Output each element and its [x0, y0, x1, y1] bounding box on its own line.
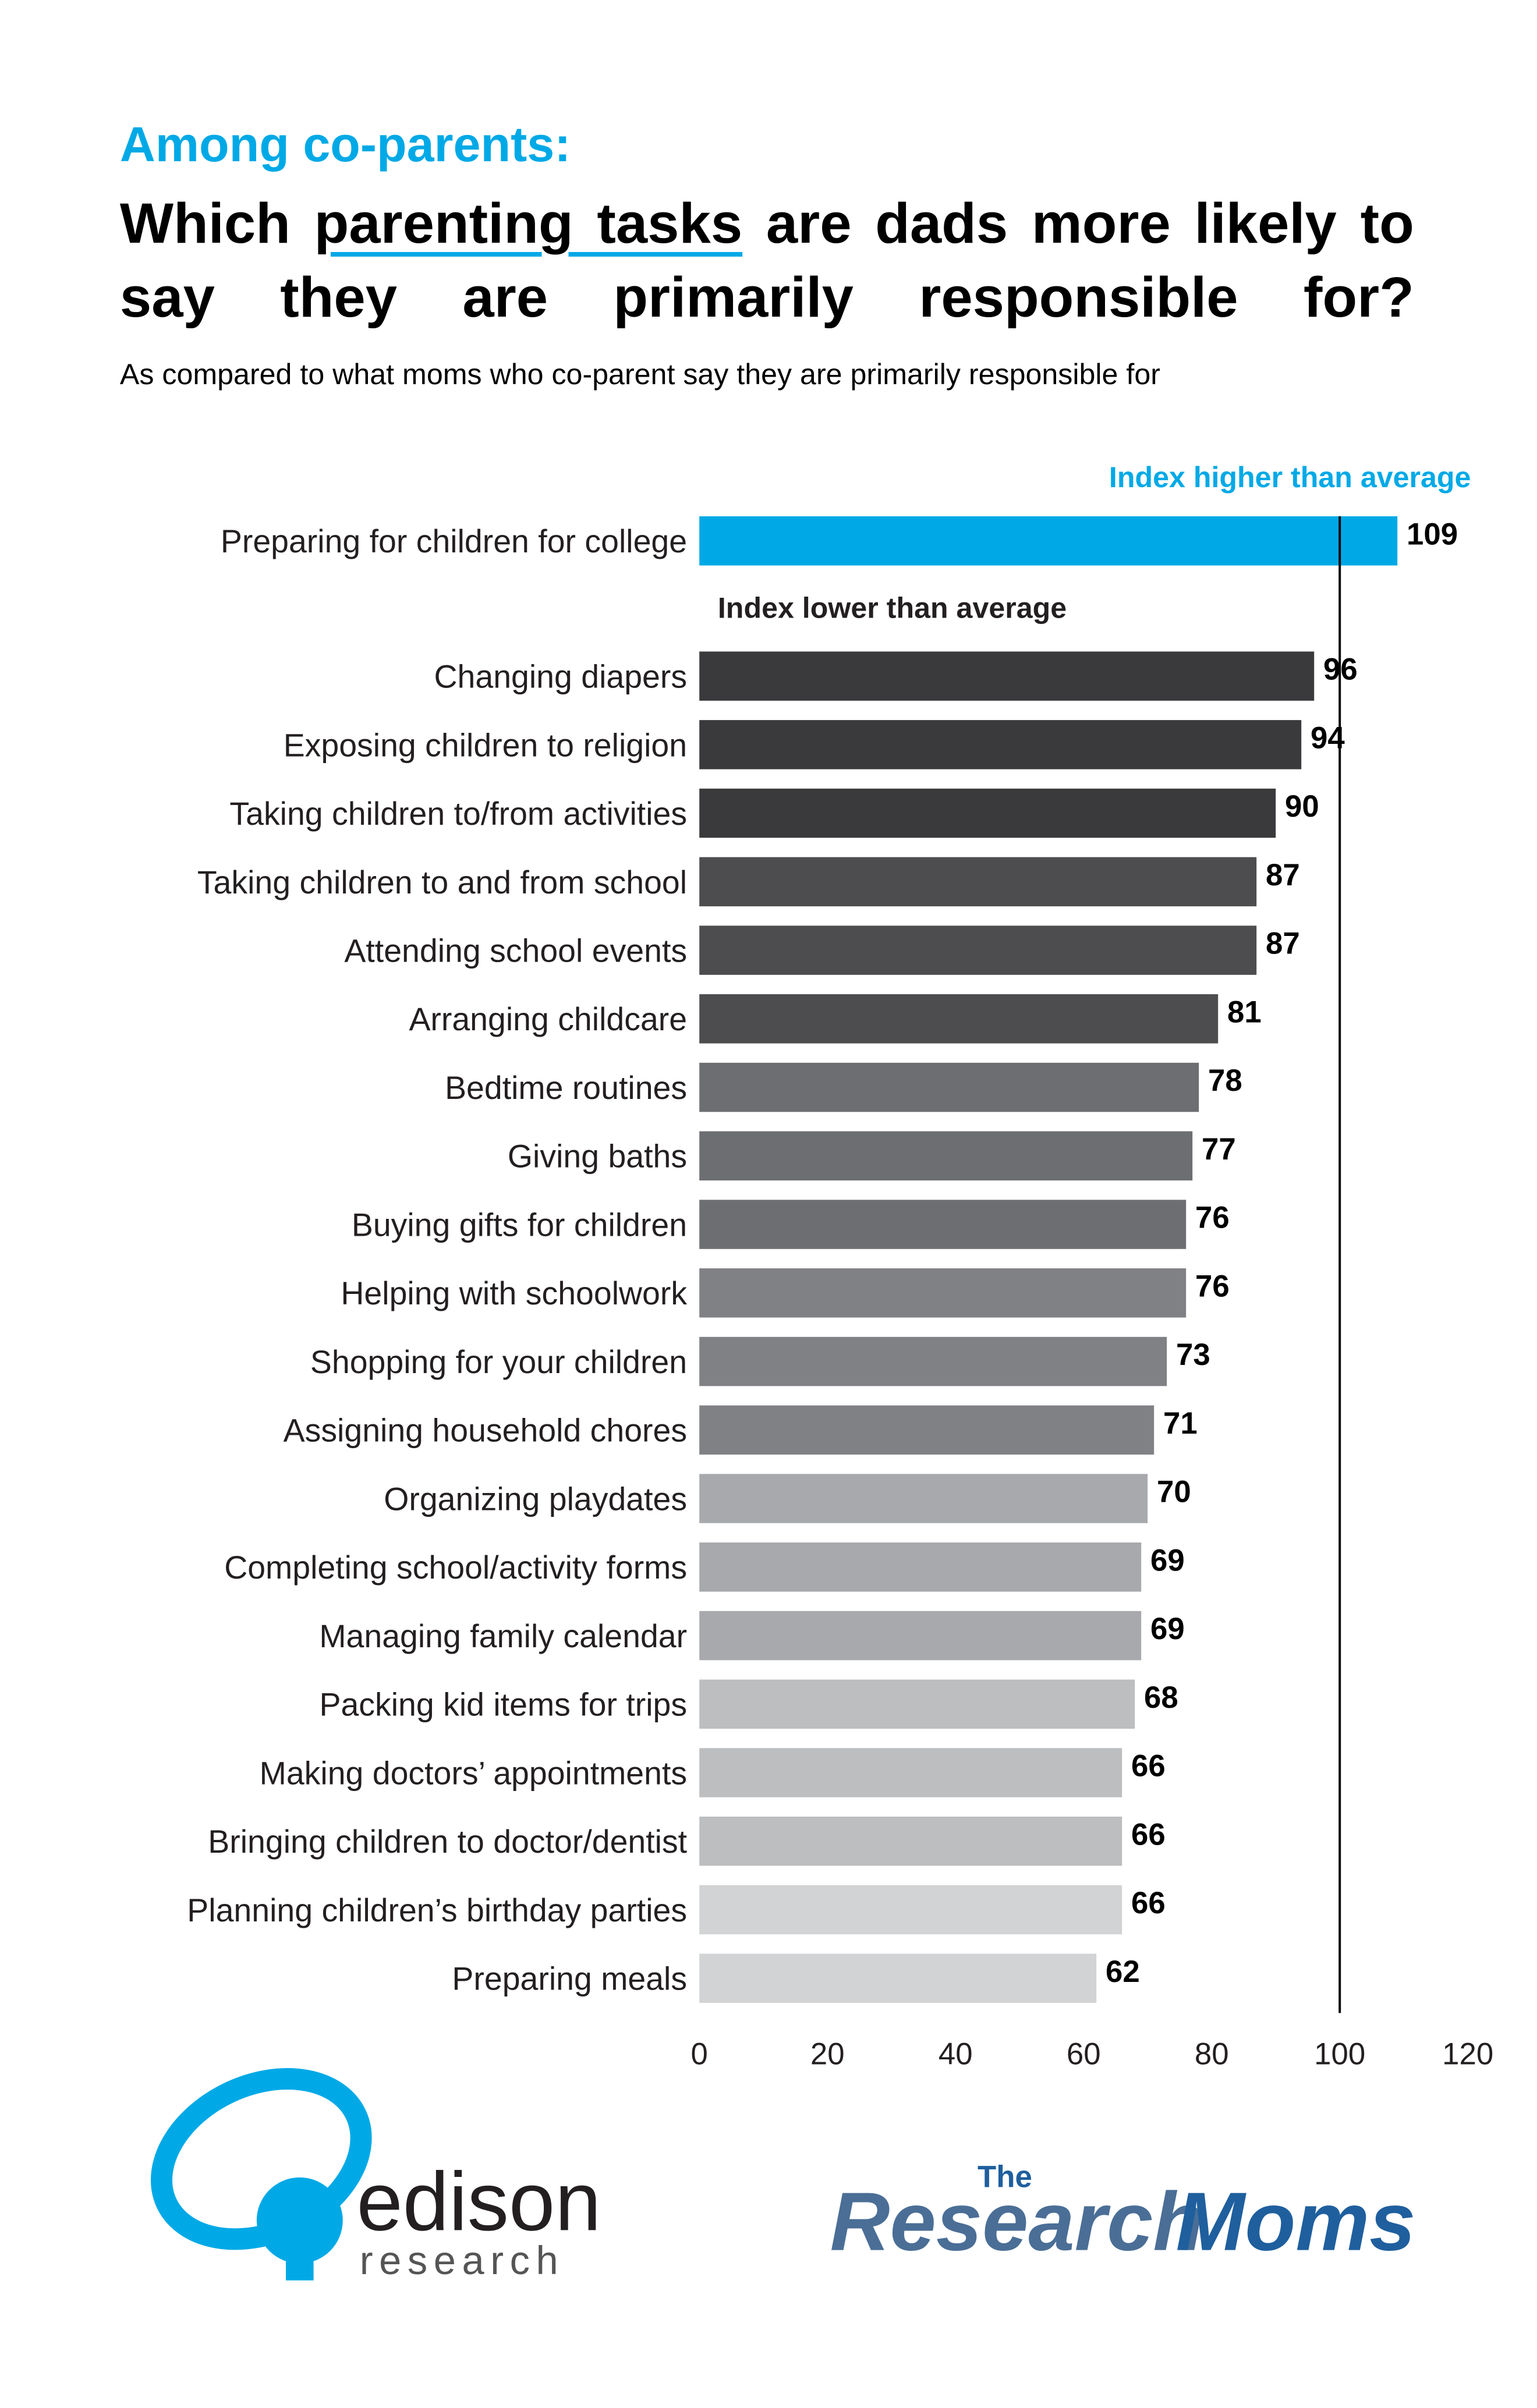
category-label: Giving baths [508, 1139, 687, 1175]
logo-base [286, 2258, 314, 2281]
x-tick-label: 40 [939, 2037, 973, 2071]
bar [699, 1062, 1199, 1112]
logo-bulb [256, 2177, 343, 2264]
annotation-high: Index higher than average [1109, 461, 1471, 494]
value-label: 68 [1144, 1680, 1178, 1715]
category-label: Changing diapers [434, 659, 688, 695]
bar [699, 1405, 1154, 1455]
edison-logo: edison research [151, 2068, 601, 2283]
category-label: Taking children to and from school [197, 864, 687, 900]
category-label: Attending school events [344, 932, 687, 969]
value-label: 73 [1176, 1338, 1210, 1372]
bar [699, 1542, 1142, 1592]
category-label: Shopping for your children [310, 1344, 687, 1380]
title-pre: Which [119, 192, 291, 256]
logo-research: research [360, 2238, 564, 2283]
bar [699, 1679, 1135, 1729]
title-emphasis: parenting tasks [314, 192, 743, 256]
value-label: 69 [1150, 1543, 1185, 1577]
logo-research-text: Research [830, 2176, 1204, 2268]
category-label: Buying gifts for children [352, 1207, 687, 1243]
category-label: Organizing playdates [384, 1481, 687, 1517]
bar [699, 720, 1302, 769]
subtitle: As compared to what moms who co-parent s… [119, 359, 1160, 392]
value-label: 70 [1157, 1475, 1191, 1509]
category-label: Helping with schoolwork [341, 1275, 687, 1311]
value-label: 71 [1163, 1406, 1198, 1441]
value-label: 76 [1195, 1201, 1230, 1235]
bar [699, 1336, 1167, 1386]
category-label: Making doctors’ appointments [260, 1755, 687, 1791]
category-label: Planning children’s birthday parties [187, 1892, 687, 1928]
category-label: Packing kid items for trips [320, 1687, 688, 1723]
x-tick-label: 100 [1314, 2037, 1365, 2071]
title: Which parenting tasks are dads more like… [120, 187, 1414, 335]
category-label: Arranging childcare [409, 1001, 687, 1037]
value-label: 87 [1266, 927, 1300, 961]
bar [699, 1953, 1097, 2003]
value-label: 66 [1131, 1886, 1166, 1920]
value-label: 69 [1150, 1612, 1185, 1646]
category-label: Managing family calendar [319, 1618, 687, 1654]
annotation-low: Index lower than average [718, 591, 1067, 624]
x-tick-label: 0 [691, 2037, 708, 2071]
value-label: 87 [1266, 858, 1300, 892]
bar [699, 1748, 1122, 1797]
bar [699, 1268, 1187, 1318]
title-lead: Among co-parents: [119, 116, 571, 172]
value-label: 78 [1208, 1063, 1242, 1098]
bar [699, 1885, 1122, 1935]
value-label: 66 [1131, 1817, 1166, 1852]
category-label: Preparing for children for college [221, 523, 687, 559]
bar [699, 516, 1398, 566]
value-label: 109 [1407, 517, 1458, 551]
bar [699, 925, 1257, 975]
x-tick-label: 20 [810, 2037, 845, 2071]
value-label: 62 [1106, 1955, 1140, 1989]
value-label: 90 [1285, 789, 1319, 824]
bar [699, 1474, 1148, 1523]
bar [699, 651, 1315, 701]
category-label: Assigning household chores [284, 1413, 687, 1449]
value-label: 76 [1195, 1269, 1230, 1303]
x-tick-label: 80 [1195, 2037, 1229, 2071]
value-label: 77 [1202, 1132, 1236, 1166]
category-label: Completing school/activity forms [224, 1549, 687, 1586]
bar [699, 994, 1219, 1044]
bar [699, 857, 1257, 907]
category-label: Preparing meals [452, 1961, 687, 1997]
bar [699, 1817, 1122, 1866]
value-label: 81 [1227, 995, 1262, 1029]
x-tick-label: 60 [1067, 2037, 1101, 2071]
category-label: Exposing children to religion [284, 727, 687, 763]
category-label: Bedtime routines [445, 1070, 687, 1106]
bar [699, 1200, 1187, 1249]
bar [699, 1611, 1142, 1661]
moms-logo: The Research Moms [830, 2159, 1416, 2268]
logo-edison: edison [356, 2155, 601, 2248]
x-tick-label: 120 [1442, 2037, 1493, 2071]
bar [699, 1131, 1193, 1181]
title-post: are dads more likely to say they are pri… [119, 192, 1414, 329]
logo-the: The [978, 2159, 1032, 2194]
value-label: 66 [1131, 1749, 1166, 1783]
category-label: Bringing children to doctor/dentist [208, 1824, 687, 1860]
bar [699, 788, 1276, 838]
logo-moms: Moms [1176, 2176, 1416, 2268]
category-label: Taking children to/from activities [229, 796, 687, 832]
